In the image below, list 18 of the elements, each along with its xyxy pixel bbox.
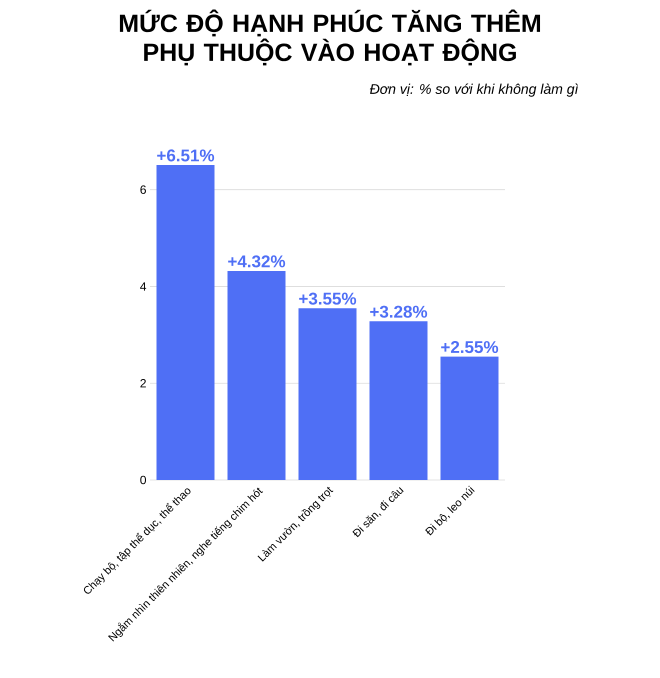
bar <box>228 270 286 480</box>
y-tick-label: 0 <box>140 476 146 484</box>
y-tick-label: 2 <box>140 379 146 388</box>
bar <box>370 321 428 480</box>
data-label: +4.32% <box>228 255 286 268</box>
chart-subtitle: Đơn vị: % so với khi không làm gì <box>370 84 578 97</box>
x-tick-label: Đi săn, đi câu <box>352 487 404 538</box>
data-label: +2.55% <box>441 341 498 354</box>
chart-title: MỨC ĐỘ HẠNH PHÚC TĂNG THÊM PHỤ THUỘC VÀO HOẠT ĐỘNG <box>120 10 540 66</box>
data-label: +3.28% <box>370 306 428 318</box>
data-label: +3.55% <box>299 292 356 305</box>
bar <box>440 356 498 480</box>
y-tick-label: 4 <box>140 282 146 291</box>
y-tick-label: 6 <box>140 185 146 194</box>
bar <box>156 164 214 480</box>
x-tick-label: Đi bộ, leo núi <box>425 486 475 536</box>
bar <box>298 308 356 480</box>
data-label: +6.51% <box>157 149 214 162</box>
